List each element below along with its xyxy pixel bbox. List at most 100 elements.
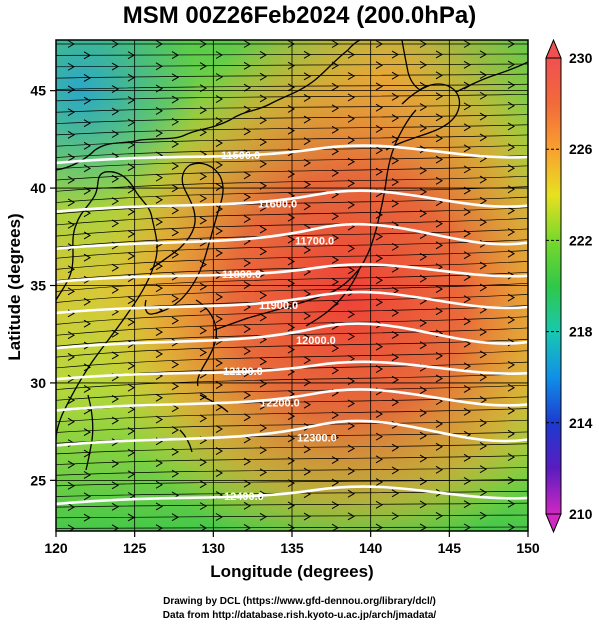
wind-arrow [287, 126, 295, 135]
wind-arrow [83, 141, 91, 150]
wind-arrow [287, 105, 295, 113]
wind-arrow [83, 74, 91, 82]
wind-arrow [215, 425, 223, 433]
wind-arrow [303, 356, 311, 365]
wind-arrow [67, 460, 75, 469]
wind-arrow [287, 213, 295, 222]
wind-arrow [155, 62, 163, 71]
wind-arrow [375, 103, 383, 112]
wind-arrow [111, 40, 119, 48]
wind-arrow [171, 228, 179, 237]
wind-arrow [331, 411, 339, 420]
wind-arrow [67, 331, 75, 340]
wind-arrow [480, 536, 486, 543]
wind-arrow [375, 210, 383, 219]
wind-arrow [303, 467, 311, 476]
wind-arrow [303, 202, 311, 211]
wind-arrow [507, 315, 515, 324]
streamline [56, 250, 528, 270]
wind-arrow [391, 178, 399, 186]
wind-arrow [391, 92, 399, 101]
wind-arrow [111, 329, 119, 338]
wind-arrow [391, 375, 399, 384]
colorbar-max-extend [545, 38, 562, 59]
wind-arrow [215, 381, 223, 389]
wind-arrow [287, 412, 295, 421]
wind-arrow [375, 167, 383, 176]
wind-arrow [215, 51, 223, 59]
streamline [56, 443, 528, 455]
wind-arrow [331, 433, 339, 442]
wind-arrow [111, 197, 119, 206]
streamline [56, 467, 528, 476]
wind-arrow [435, 442, 443, 451]
wind-arrow [419, 477, 427, 486]
wind-arrow [243, 193, 251, 202]
streamline [56, 175, 528, 192]
wind-arrow [419, 523, 427, 531]
wind-arrow [199, 458, 207, 467]
wind-arrow [463, 251, 471, 260]
wind-arrow [67, 62, 75, 71]
wind-arrow [67, 176, 75, 184]
wind-arrow [391, 114, 399, 122]
wind-arrow [375, 146, 383, 155]
wind-arrow [507, 499, 515, 508]
wind-arrow [479, 196, 487, 205]
wind-arrow [507, 406, 515, 415]
wind-arrow [171, 447, 179, 456]
wind-arrow [331, 40, 339, 48]
wind-arrow [479, 50, 487, 59]
wind-arrow [463, 123, 471, 132]
wind-arrow [83, 297, 91, 306]
wind-arrow [375, 61, 383, 70]
wind-arrow [127, 185, 135, 194]
wind-arrow [347, 244, 355, 253]
wind-arrow [331, 147, 339, 156]
wind-arrow [155, 195, 163, 204]
wind-arrow [127, 427, 135, 435]
wind-arrow [171, 140, 179, 148]
wind-arrow [215, 249, 223, 257]
x-tick-label: 125 [123, 540, 147, 556]
wind-arrow [127, 73, 135, 82]
wind-arrow [303, 137, 311, 146]
colorbar-tick-label: 214 [569, 415, 593, 431]
wind-arrow [83, 119, 91, 128]
wind-arrow [419, 124, 427, 133]
wind-arrow [83, 231, 91, 240]
wind-arrow [127, 448, 135, 457]
streamline [56, 373, 528, 390]
wind-arrow [171, 162, 179, 171]
wind-arrow [199, 326, 207, 335]
wind-arrow [67, 108, 75, 117]
wind-arrow [259, 379, 267, 388]
wind-arrow [419, 500, 427, 509]
height-contour-label: 12000.0 [296, 335, 336, 347]
wind-arrow [331, 299, 339, 308]
wind-arrow [155, 393, 163, 402]
wind-arrow [243, 281, 251, 289]
height-contour-line [56, 290, 528, 315]
wind-arrow [287, 301, 295, 310]
wind-arrow [331, 344, 339, 353]
wind-arrow [171, 426, 179, 434]
wind-arrow [243, 413, 251, 422]
wind-arrow [331, 501, 339, 510]
wind-arrow [111, 416, 119, 425]
wind-arrow [199, 84, 207, 93]
wind-arrow [215, 469, 223, 477]
wind-arrow [375, 298, 383, 307]
wind-arrow [303, 311, 311, 320]
wind-arrow [243, 501, 251, 510]
wind-arrow [419, 82, 427, 90]
wind-arrow [171, 206, 179, 215]
wind-arrow [347, 489, 355, 498]
wind-arrow [347, 114, 355, 123]
colorbar-ticks: 230 226 222 218 214 210 [546, 50, 593, 522]
wind-arrow [83, 492, 91, 501]
wind-arrow [419, 103, 427, 111]
height-contour-label: 11500.0 [221, 150, 260, 162]
wind-arrow [111, 263, 119, 272]
wind-arrow [479, 175, 487, 184]
